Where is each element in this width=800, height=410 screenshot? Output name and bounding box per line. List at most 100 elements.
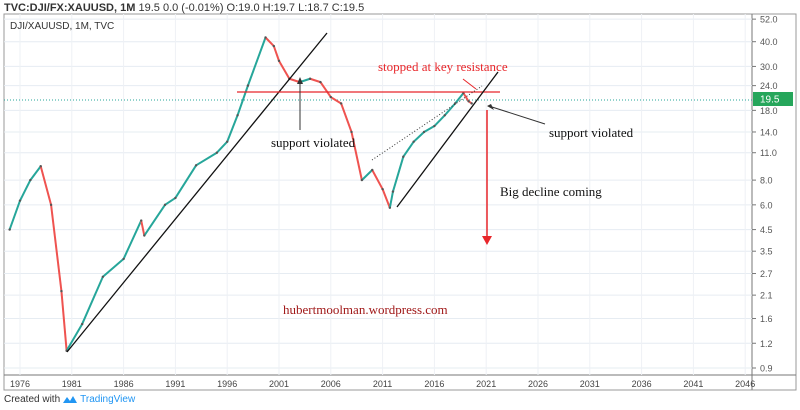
current-price-badge — [753, 92, 793, 106]
price-point — [329, 95, 332, 99]
y-tick-label: 2.7 — [760, 269, 773, 279]
annotation-support-1: support violated — [271, 135, 356, 150]
price-segment — [226, 114, 239, 143]
price-segment — [392, 156, 405, 192]
support-arrow-2 — [491, 106, 546, 125]
y-tick-label: 1.2 — [760, 339, 773, 349]
price-segment — [454, 92, 465, 105]
annotation-decline: Big decline coming — [500, 184, 602, 199]
y-tick-label: 0.9 — [760, 364, 773, 374]
price-point — [350, 130, 353, 134]
tradingview-link[interactable]: TradingView — [80, 394, 136, 405]
price-chart[interactable]: 52.0 40.0 30.0 24.0 18.0 14.0 11.0 8.0 6.0 4.5 3.5… — [0, 0, 800, 392]
price-segment — [39, 165, 53, 206]
price-point — [319, 80, 322, 84]
x-tick-label: 2036 — [632, 379, 652, 389]
chart-header: TVC:DJI/FX:XAUUSD, 1M 19.5 0.0 (-0.01%) … — [4, 2, 364, 14]
price-segment — [122, 220, 143, 260]
high-value: H:19.7 — [262, 2, 296, 14]
price-point — [140, 219, 143, 222]
price-segment — [264, 36, 275, 47]
price-point — [226, 140, 229, 143]
price-point — [381, 187, 384, 191]
price-point — [122, 257, 125, 261]
price-point — [272, 44, 276, 48]
price-point — [101, 275, 105, 278]
price-point — [391, 190, 395, 193]
price-segment — [340, 103, 353, 133]
price-segment — [164, 197, 176, 206]
price-point — [246, 84, 250, 87]
price-segment — [140, 220, 146, 236]
x-tick-label: 2046 — [735, 379, 755, 389]
wedge-upper-line[interactable] — [371, 85, 483, 161]
price-segment — [462, 92, 470, 102]
price-point — [174, 196, 177, 200]
x-tick-label: 1991 — [165, 379, 185, 389]
price-point — [194, 164, 198, 167]
price-segment — [444, 102, 456, 116]
price-point — [402, 155, 405, 158]
price-segment — [388, 191, 394, 208]
price-segment — [102, 258, 125, 278]
y-tick-label: 14.0 — [760, 127, 778, 137]
y-tick-label: 30.0 — [760, 62, 778, 72]
price-point — [18, 199, 22, 202]
price-segment — [350, 131, 363, 181]
price-segment — [174, 164, 197, 199]
price-point — [277, 59, 281, 63]
price-segment — [65, 323, 84, 352]
price-point — [215, 151, 219, 154]
price-segment — [8, 200, 21, 230]
chart-frame — [3, 13, 797, 391]
wedge-support-line[interactable] — [396, 71, 499, 208]
y-tick-label: 8.0 — [760, 176, 773, 186]
x-tick-label: 1981 — [62, 379, 82, 389]
support-arrow-2-head — [487, 104, 494, 110]
price-segment — [278, 60, 291, 80]
price-segment — [309, 77, 321, 84]
price-segment — [330, 96, 342, 105]
price-segment — [361, 169, 373, 181]
price-point — [8, 228, 11, 231]
watermark-url: hubertmoolman.wordpress.com — [283, 302, 448, 317]
price-point — [236, 114, 239, 117]
price-segment — [272, 45, 280, 62]
x-tick-label: 1996 — [217, 379, 237, 389]
resistance-arrow — [462, 78, 477, 90]
price-point — [371, 168, 374, 172]
price-point — [49, 203, 53, 207]
price-segment — [402, 141, 415, 158]
price-point — [264, 36, 267, 39]
x-tick-label: 2011 — [373, 379, 392, 389]
price-point — [60, 289, 63, 293]
x-tick-label: 2021 — [476, 379, 496, 389]
price-segment — [60, 291, 68, 351]
price-point — [80, 322, 84, 326]
price-segment — [216, 141, 228, 154]
x-tick-label: 2031 — [580, 379, 600, 389]
price-segment — [246, 37, 267, 86]
price-segment — [195, 151, 218, 167]
price-point — [39, 165, 42, 168]
price-segment — [19, 179, 32, 202]
price-point — [467, 100, 470, 103]
last-price: 19.5 — [138, 2, 160, 14]
y-tick-label: 2.1 — [760, 291, 773, 301]
tradingview-logo-icon — [63, 396, 78, 403]
support-trendline-long[interactable] — [66, 32, 328, 353]
close-value: C:19.5 — [331, 2, 365, 14]
price-segment — [143, 204, 166, 237]
price-point — [339, 102, 343, 105]
price-segment — [371, 169, 384, 190]
y-tick-label: 3.5 — [760, 247, 773, 257]
price-segment — [50, 204, 63, 292]
x-tick-label: 1976 — [10, 379, 30, 389]
current-price-label: 19.5 — [760, 95, 780, 106]
price-segment — [81, 276, 104, 325]
y-tick-label: 18.0 — [760, 106, 778, 116]
price-point — [360, 178, 364, 182]
price-point — [433, 124, 436, 128]
footer: Created with TradingView — [4, 394, 135, 405]
x-tick-label: 2006 — [321, 379, 341, 389]
